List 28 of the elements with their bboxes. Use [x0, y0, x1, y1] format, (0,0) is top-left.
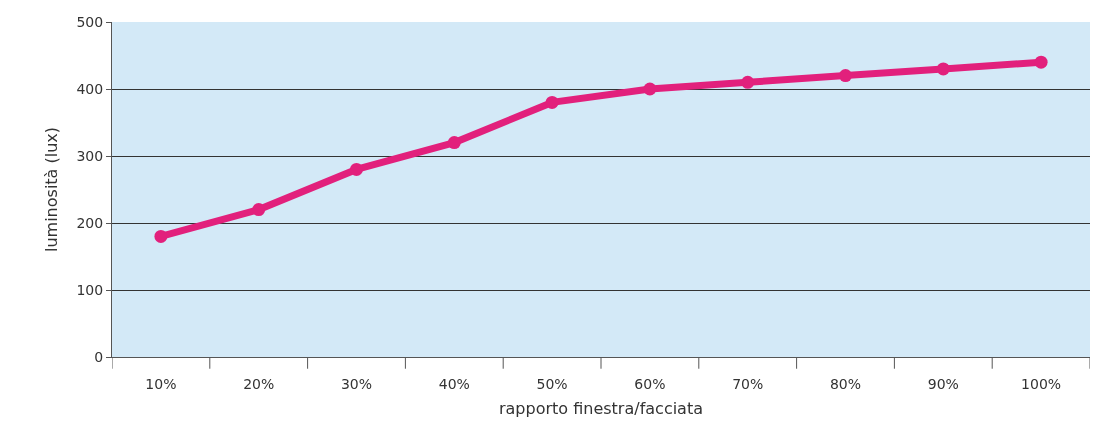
point: [936, 62, 950, 76]
x-tick-label: 30%: [340, 375, 373, 392]
x-tick-label: 80%: [829, 375, 862, 392]
y-tick-label: 400: [76, 80, 104, 97]
point: [839, 69, 852, 83]
point: [643, 82, 657, 96]
x-tick-label: 100%: [1021, 375, 1062, 392]
point: [350, 162, 363, 176]
x-tick-label: 60%: [634, 375, 666, 392]
y-axis-title: luminosità (lux): [42, 126, 62, 253]
point: [741, 75, 755, 89]
x-tick-label: 90%: [927, 375, 959, 392]
x-tick-label: 40%: [438, 375, 470, 392]
y-tick-label: 0: [94, 348, 104, 365]
point: [1034, 55, 1048, 69]
y-tick-label: 100: [76, 281, 104, 298]
x-tick-label: 50%: [536, 375, 568, 392]
y-tick-label: 200: [76, 214, 104, 231]
point: [545, 95, 559, 109]
x-axis-title: rapporto finestra/facciata: [498, 399, 704, 419]
y-tick-label: 300: [76, 147, 104, 164]
x-tick-label: 20%: [243, 375, 275, 392]
y-tick-label: 500: [76, 13, 104, 30]
x-tick-label: 70%: [732, 375, 764, 392]
point: [154, 229, 168, 243]
x-tick-label: 10%: [145, 375, 177, 392]
point: [252, 203, 266, 217]
point: [447, 136, 461, 150]
